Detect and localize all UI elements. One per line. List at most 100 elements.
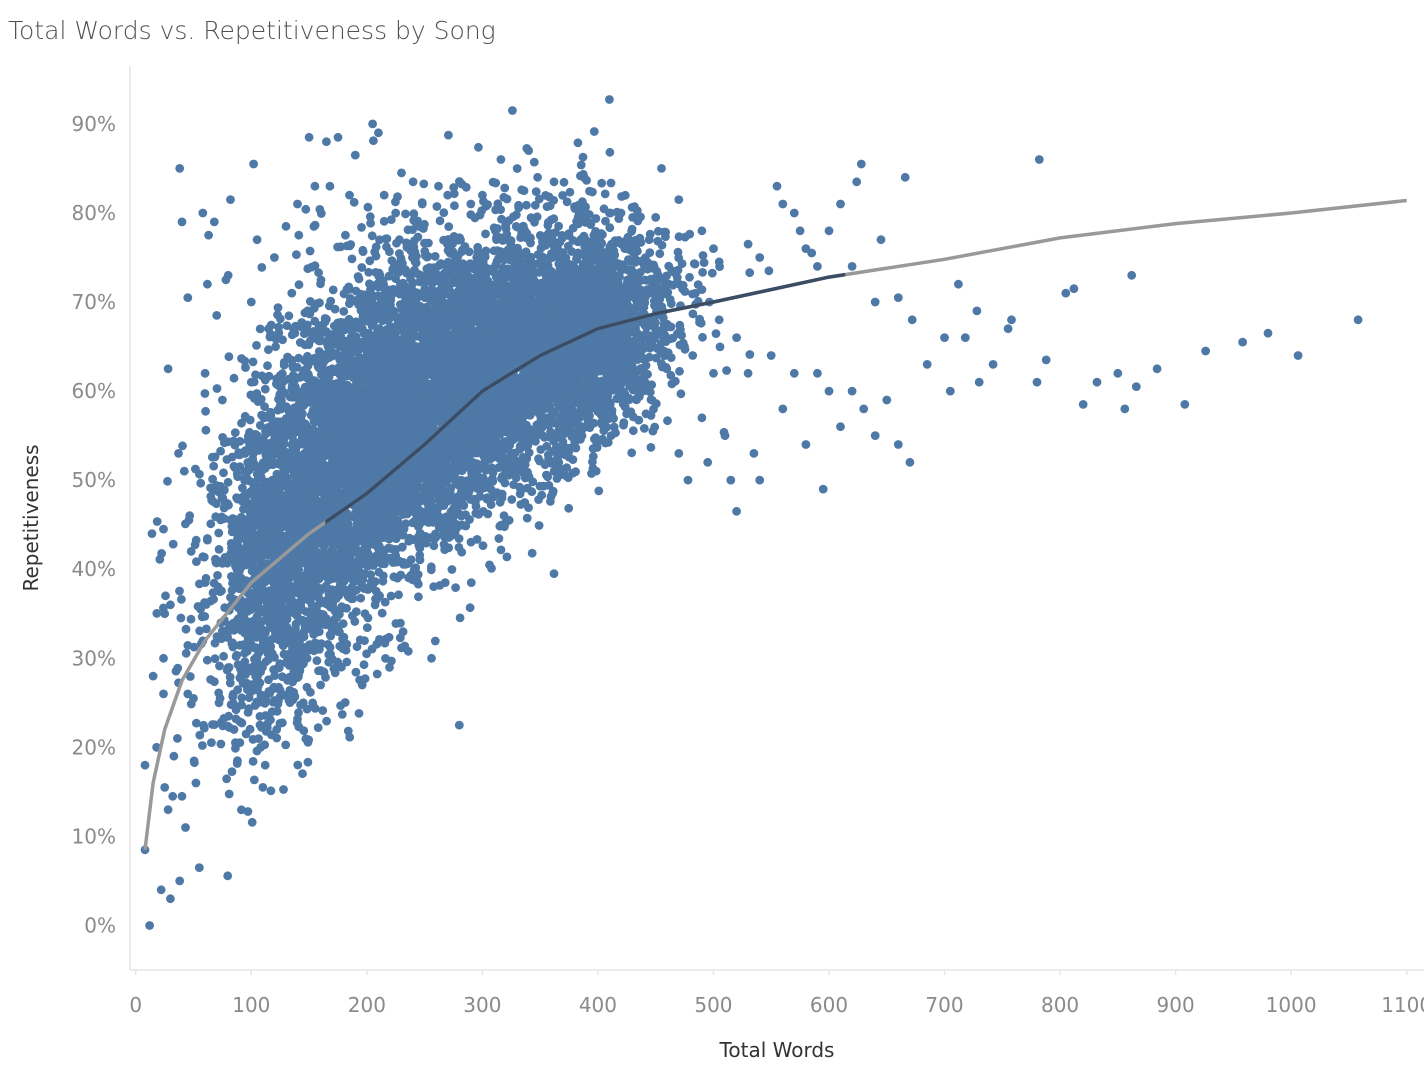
x-tick-label: 900 [1157, 993, 1195, 1017]
data-point [722, 366, 731, 375]
x-tick-label: 200 [348, 993, 386, 1017]
data-point [494, 534, 504, 543]
data-point [564, 452, 574, 462]
data-point [512, 164, 522, 173]
data-point [365, 212, 375, 222]
y-tick-label: 90% [72, 112, 116, 136]
data-point [305, 297, 315, 306]
y-tick-label: 0% [84, 913, 116, 937]
x-tick-label: 500 [694, 993, 732, 1017]
scatter-points [140, 95, 1363, 930]
data-point [522, 513, 532, 523]
data-point [201, 425, 211, 435]
data-point [406, 555, 416, 564]
data-point [523, 483, 532, 493]
data-point [456, 511, 466, 521]
y-tick-label: 40% [72, 557, 116, 581]
data-point [500, 183, 510, 193]
data-point [175, 586, 184, 596]
data-point [161, 591, 170, 601]
data-point [467, 460, 476, 470]
data-point [264, 345, 273, 355]
data-point [529, 157, 539, 167]
data-point [685, 272, 694, 282]
data-point [480, 462, 490, 472]
data-point [533, 172, 542, 182]
data-point [542, 470, 551, 480]
x-tick-label: 700 [925, 993, 963, 1017]
data-point [263, 361, 272, 371]
data-point [466, 578, 476, 587]
data-point [465, 603, 475, 613]
y-axis-ticks: 0% 10% 20% 30% 40% 50% 60% 70% 80% 90% [72, 112, 116, 938]
data-point [564, 503, 574, 513]
data-point [271, 342, 280, 352]
data-point [478, 507, 488, 516]
data-point [370, 247, 380, 257]
data-point [450, 201, 459, 211]
data-point [403, 225, 413, 235]
data-point [554, 221, 563, 231]
data-point [514, 200, 523, 210]
data-point [534, 521, 544, 530]
y-tick-label: 10% [72, 824, 116, 848]
x-tick-label: 100 [232, 993, 270, 1017]
data-point [212, 384, 222, 393]
y-tick-label: 20% [72, 735, 116, 759]
data-point [241, 363, 250, 372]
data-point [491, 178, 501, 188]
data-point [499, 192, 509, 202]
x-tick-label: 600 [810, 993, 848, 1017]
y-tick-label: 50% [72, 468, 116, 492]
data-point [481, 229, 490, 239]
x-tick-label: 1000 [1266, 993, 1317, 1017]
data-point [468, 474, 478, 484]
data-point [453, 454, 463, 464]
data-point [328, 285, 338, 295]
data-point [606, 178, 616, 188]
data-point [464, 247, 474, 257]
y-tick-label: 80% [72, 201, 116, 225]
data-point [698, 268, 707, 277]
data-point [430, 252, 440, 261]
data-point [663, 416, 672, 426]
data-point [512, 210, 521, 220]
data-point [522, 233, 532, 243]
data-point [471, 508, 481, 518]
data-point [444, 543, 454, 553]
data-point [504, 515, 514, 525]
x-tick-label: 800 [1041, 993, 1079, 1017]
y-tick-label: 30% [72, 646, 116, 670]
data-point [284, 311, 294, 321]
x-tick-label: 0 [129, 993, 142, 1017]
data-point [578, 152, 588, 162]
data-point [451, 583, 460, 592]
data-point [666, 299, 676, 308]
chart-title: Total Words vs. Repetitiveness by Song [8, 16, 496, 45]
y-tick-label: 60% [72, 379, 116, 403]
data-point [605, 147, 615, 157]
data-point [489, 223, 499, 233]
data-point [491, 205, 500, 215]
data-point [474, 142, 483, 152]
data-point [444, 222, 454, 232]
data-point [447, 565, 457, 574]
x-tick-label: 1100 [1381, 993, 1424, 1017]
data-point [201, 406, 211, 416]
data-point [432, 202, 442, 211]
data-point [497, 214, 506, 224]
data-point [426, 562, 436, 572]
data-point [457, 547, 467, 557]
data-point [496, 545, 506, 555]
data-point [492, 488, 502, 498]
data-point [472, 535, 482, 544]
data-point [507, 495, 517, 504]
data-point [425, 533, 434, 542]
data-point [522, 200, 531, 210]
data-point [260, 402, 269, 412]
data-point [515, 441, 525, 451]
data-point [294, 280, 304, 290]
data-point [485, 560, 494, 570]
data-point [429, 541, 439, 551]
y-tick-label: 70% [72, 290, 116, 314]
